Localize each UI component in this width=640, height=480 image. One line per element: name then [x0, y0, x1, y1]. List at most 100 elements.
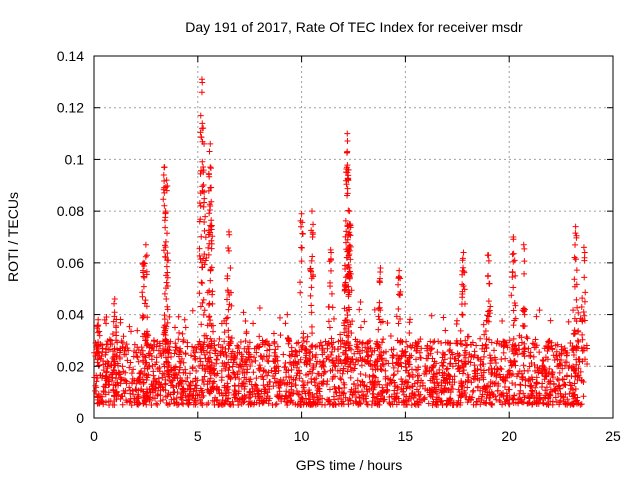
data-point	[207, 344, 214, 351]
data-point	[303, 338, 310, 345]
data-point	[261, 341, 268, 348]
data-point	[306, 360, 313, 367]
data-point	[552, 394, 559, 401]
data-point	[512, 302, 519, 309]
data-point	[330, 373, 337, 380]
data-point	[544, 400, 551, 407]
y-tick-label: 0.12	[57, 100, 84, 116]
data-point	[390, 364, 397, 371]
data-point	[353, 341, 360, 348]
data-point	[521, 311, 528, 318]
data-point	[357, 298, 364, 305]
data-point	[411, 391, 418, 398]
data-point	[231, 370, 238, 377]
data-point	[274, 393, 281, 400]
data-point	[118, 376, 125, 383]
data-point	[309, 330, 316, 337]
data-point	[557, 397, 564, 404]
data-point	[512, 381, 519, 388]
data-point	[348, 346, 355, 353]
data-point	[126, 323, 133, 330]
data-point	[164, 306, 171, 313]
data-point	[462, 394, 469, 401]
data-point	[578, 304, 585, 311]
data-point	[363, 349, 370, 356]
data-point	[570, 365, 577, 372]
data-point	[527, 382, 534, 389]
data-point	[473, 401, 480, 408]
data-point	[435, 338, 442, 345]
data-point	[580, 244, 587, 251]
data-point	[556, 369, 563, 376]
data-point	[458, 301, 465, 308]
data-point	[103, 314, 110, 321]
data-point	[500, 393, 507, 400]
data-point	[571, 276, 578, 283]
data-point	[207, 317, 214, 324]
data-point	[347, 256, 354, 263]
data-point	[336, 392, 343, 399]
data-point	[288, 366, 295, 373]
data-point	[200, 163, 207, 170]
data-point	[116, 349, 123, 356]
data-point	[483, 317, 490, 324]
data-point	[201, 227, 208, 234]
data-point	[361, 318, 368, 325]
data-point	[371, 373, 378, 380]
data-point	[143, 359, 150, 366]
data-point	[218, 367, 225, 374]
data-point	[308, 275, 315, 282]
data-point	[547, 317, 554, 324]
data-point	[542, 354, 549, 361]
data-point	[573, 296, 580, 303]
data-point	[212, 347, 219, 354]
data-point	[177, 345, 184, 352]
data-point	[406, 361, 413, 368]
data-point	[553, 352, 560, 359]
data-point	[244, 366, 251, 373]
data-point	[308, 208, 315, 215]
data-point	[439, 362, 446, 369]
data-point	[229, 369, 236, 376]
data-point	[342, 217, 349, 224]
data-point	[506, 337, 513, 344]
data-point	[144, 394, 151, 401]
data-point	[284, 394, 291, 401]
data-point	[455, 365, 462, 372]
data-point	[480, 321, 487, 328]
data-point	[282, 360, 289, 367]
data-point	[369, 398, 376, 405]
data-point	[226, 364, 233, 371]
data-point	[228, 335, 235, 342]
data-point	[510, 358, 517, 365]
data-point	[182, 378, 189, 385]
data-point	[371, 306, 378, 313]
data-point	[581, 312, 588, 319]
data-point	[518, 334, 525, 341]
data-point	[418, 345, 425, 352]
data-point	[514, 351, 521, 358]
data-point	[290, 376, 297, 383]
data-point	[134, 354, 141, 361]
data-point	[102, 399, 109, 406]
data-point	[567, 339, 574, 346]
data-point	[111, 393, 118, 400]
data-point	[506, 394, 513, 401]
data-point	[180, 369, 187, 376]
data-point	[216, 335, 223, 342]
data-point	[164, 393, 171, 400]
data-point	[327, 279, 334, 286]
data-point	[434, 402, 441, 409]
data-point	[164, 283, 171, 290]
data-point	[555, 377, 562, 384]
data-point	[199, 187, 206, 194]
data-point	[338, 376, 345, 383]
data-point	[130, 391, 137, 398]
data-point	[572, 230, 579, 237]
data-point	[241, 359, 248, 366]
data-point	[440, 377, 447, 384]
data-point	[584, 345, 591, 352]
data-point	[369, 390, 376, 397]
data-point	[443, 366, 450, 373]
data-point	[565, 364, 572, 371]
